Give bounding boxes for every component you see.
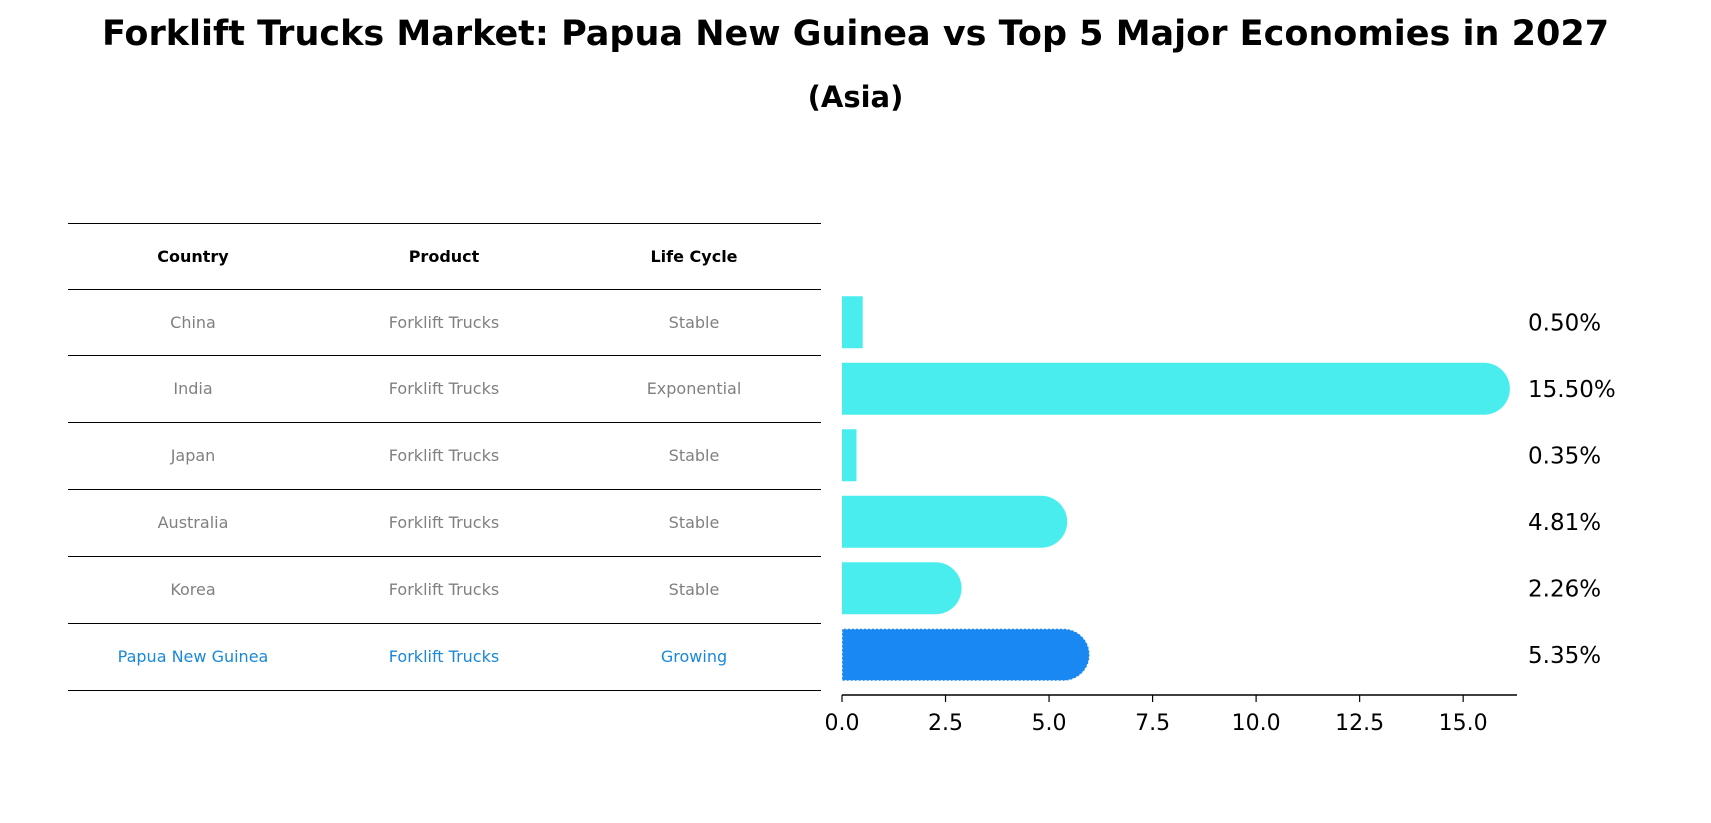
bar-value-label: 5.35%	[1528, 643, 1601, 669]
table-rule	[68, 623, 821, 624]
bar	[842, 296, 863, 349]
table-rule	[68, 690, 821, 691]
bar-value-label: 4.81%	[1528, 510, 1601, 536]
x-tick-label: 2.5	[928, 711, 963, 736]
table-row: Korea Forklift Trucks Stable	[68, 556, 821, 622]
cell-life-cycle: Exponential	[646, 378, 742, 398]
header-life-cycle: Life Cycle	[650, 246, 738, 266]
bar-value-label: 2.26%	[1528, 576, 1601, 602]
chart-title: Forklift Trucks Market: Papua New Guinea…	[101, 14, 1610, 54]
cell-life-cycle: Stable	[668, 445, 720, 465]
chart-subtitle: (Asia)	[807, 80, 904, 114]
table-row: India Forklift Trucks Exponential	[68, 355, 821, 421]
table-rule	[68, 223, 821, 224]
table-rule	[68, 355, 821, 356]
x-tick-label: 10.0	[1232, 711, 1281, 736]
x-tick-label: 0.0	[825, 711, 860, 736]
cell-product: Forklift Trucks	[388, 445, 500, 465]
x-tick-label: 5.0	[1032, 711, 1067, 736]
cell-product: Forklift Trucks	[388, 646, 500, 666]
bar-highlight	[841, 628, 1091, 682]
cell-country: Korea	[170, 579, 216, 599]
table-rule	[68, 289, 821, 290]
table-row: Japan Forklift Trucks Stable	[68, 422, 821, 488]
table-row: Australia Forklift Trucks Stable	[68, 489, 821, 555]
bar	[842, 562, 962, 615]
x-tick-label: 7.5	[1135, 711, 1170, 736]
cell-product: Forklift Trucks	[388, 512, 500, 532]
cell-country: Papua New Guinea	[117, 646, 269, 666]
bar	[842, 362, 1510, 415]
x-tick-label: 15.0	[1439, 711, 1488, 736]
cell-country: India	[173, 378, 213, 398]
table-row-highlight: Papua New Guinea Forklift Trucks Growing	[68, 623, 821, 689]
table-header-row: Country Product Life Cycle	[68, 223, 821, 289]
cell-product: Forklift Trucks	[388, 579, 500, 599]
table-rule	[68, 422, 821, 423]
bar	[842, 495, 1068, 548]
cell-country: Japan	[170, 445, 216, 465]
bar-value-label: 15.50%	[1528, 377, 1616, 403]
bar	[842, 429, 857, 482]
cell-product: Forklift Trucks	[388, 378, 500, 398]
bar-value-label: 0.35%	[1528, 443, 1601, 469]
cell-life-cycle: Stable	[668, 312, 720, 332]
cell-life-cycle: Stable	[668, 579, 720, 599]
cell-life-cycle: Stable	[668, 512, 720, 532]
cell-country: Australia	[157, 512, 229, 532]
table-rule	[68, 556, 821, 557]
table-row: China Forklift Trucks Stable	[68, 289, 821, 355]
header-country: Country	[157, 246, 229, 266]
table-rule	[68, 489, 821, 490]
cell-life-cycle: Growing	[660, 646, 728, 666]
x-tick-label: 12.5	[1335, 711, 1384, 736]
bar-value-label: 0.50%	[1528, 310, 1601, 336]
header-product: Product	[408, 246, 480, 266]
cell-product: Forklift Trucks	[388, 312, 500, 332]
cell-country: China	[170, 312, 216, 332]
